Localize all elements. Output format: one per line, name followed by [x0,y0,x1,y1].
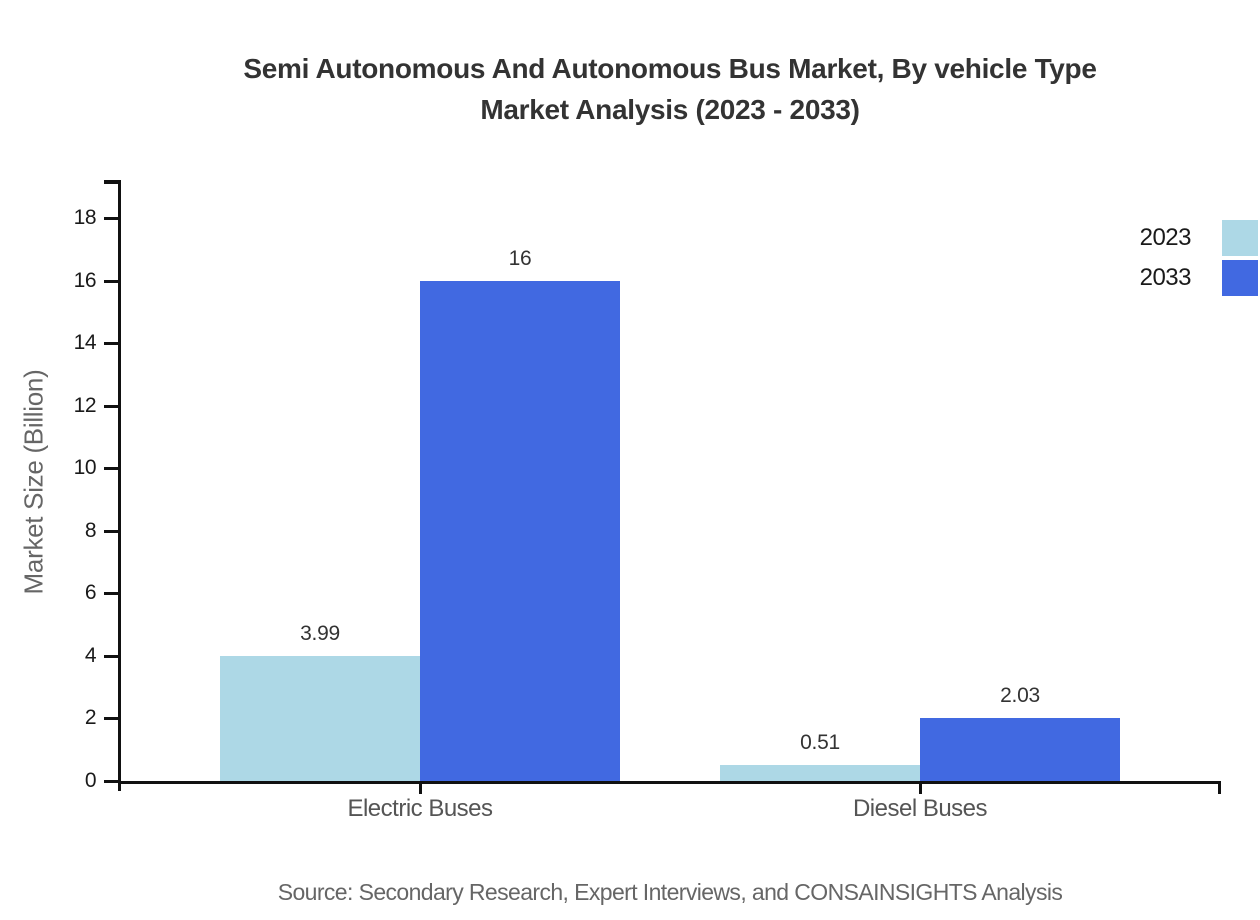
legend-item-2033: 2033 [1140,258,1260,298]
y-axis-top-cap [104,180,121,184]
x-axis-end-cap [1218,781,1221,794]
category-label-diesel-buses: Diesel Buses [852,795,988,822]
y-tick-mark-8 [104,529,118,533]
y-tick-mark-16 [104,279,118,283]
y-tick-label-12: 12 [73,393,97,417]
y-tick-label-16: 16 [73,268,97,292]
y-tick-mark-6 [104,592,118,596]
x-tick-mark-diesel-buses [919,784,922,794]
legend-label-2033: 2033 [1139,264,1192,291]
y-tick-label-18: 18 [73,206,97,229]
x-tick-mark-electric-buses [419,784,422,794]
legend: 2023 2033 [1140,218,1260,298]
y-tick-label-10: 10 [73,456,97,480]
bar-2023-diesel-buses [720,765,920,781]
chart-title: Semi Autonomous And Autonomous Bus Marke… [243,53,1097,125]
bar-value-label-2033-diesel-buses: 2.03 [1000,683,1040,707]
category-label-electric-buses: Electric Buses [347,795,493,822]
bar-value-label-2023-electric-buses: 3.99 [300,622,340,646]
bar-value-label-2023-diesel-buses: 0.51 [800,731,840,755]
legend-swatch-2023 [1222,220,1258,256]
bar-2033-diesel-buses [920,717,1120,781]
bar-value-label-2033-electric-buses: 16 [508,246,532,270]
source-note: Source: Secondary Research, Expert Inter… [277,879,1063,905]
y-tick-mark-2 [104,717,118,721]
y-tick-label-0: 0 [84,769,97,792]
y-tick-mark-12 [104,404,118,408]
y-tick-mark-10 [104,467,118,471]
legend-swatch-2033 [1222,260,1258,296]
bar-2023-electric-buses [220,656,420,781]
y-tick-label-8: 8 [84,518,97,542]
y-tick-label-2: 2 [84,706,97,730]
x-axis-line [118,781,1221,784]
y-tick-label-6: 6 [84,581,97,605]
y-tick-label-14: 14 [73,331,97,355]
y-axis-line [118,180,121,791]
y-tick-label-4: 4 [84,643,97,667]
y-tick-mark-0 [104,780,118,783]
bar-2033-electric-buses [420,280,620,781]
y-tick-mark-14 [104,342,118,346]
legend-item-2023: 2023 [1140,218,1260,258]
y-tick-mark-18 [104,217,118,220]
y-tick-mark-4 [104,654,118,658]
legend-label-2023: 2023 [1139,224,1192,251]
